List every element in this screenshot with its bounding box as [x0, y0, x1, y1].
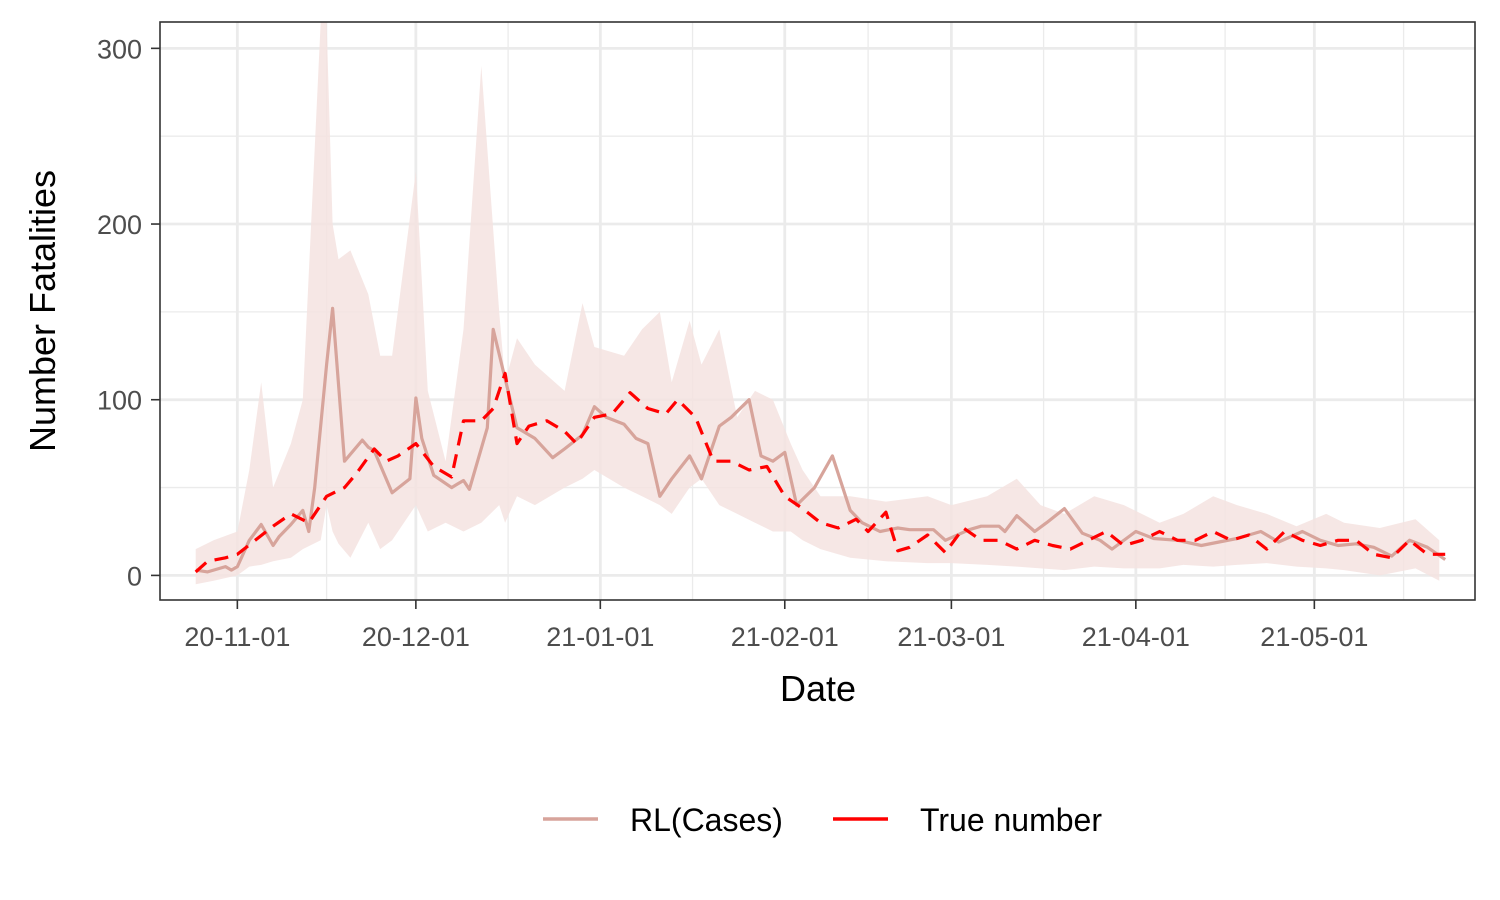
legend-label-rl-cases: RL(Cases)	[630, 802, 783, 838]
x-tick-label: 21-04-01	[1082, 622, 1190, 652]
y-tick-label: 0	[127, 561, 142, 591]
x-tick-label: 20-12-01	[362, 622, 470, 652]
x-axis-title: Date	[780, 668, 856, 709]
series-layer	[194, 306, 1447, 574]
series-line-true-number	[194, 371, 1446, 574]
x-tick-label: 21-02-01	[731, 622, 839, 652]
confidence-ribbon	[195, 22, 1440, 585]
x-tick-label: 21-05-01	[1260, 622, 1368, 652]
x-tick-label: 21-01-01	[546, 622, 654, 652]
ribbon-layer	[195, 22, 1440, 585]
x-tick-label: 20-11-01	[184, 622, 290, 652]
legend-label-true-number: True number	[920, 802, 1102, 838]
x-axis: 20-11-01 20-12-01 21-01-01 21-02-01 21-03-01…	[184, 600, 1368, 652]
y-tick-label: 200	[97, 210, 142, 240]
y-tick-label: 100	[97, 386, 142, 416]
y-axis-title: Number Fatalities	[22, 170, 63, 452]
y-tick-label: 300	[97, 34, 142, 64]
grid-major	[160, 22, 1475, 600]
panel-border	[159, 21, 1476, 601]
y-axis: 0 100 200 300	[97, 34, 160, 591]
legend: RL(Cases) True number	[543, 802, 1102, 838]
x-tick-label: 21-03-01	[897, 622, 1005, 652]
